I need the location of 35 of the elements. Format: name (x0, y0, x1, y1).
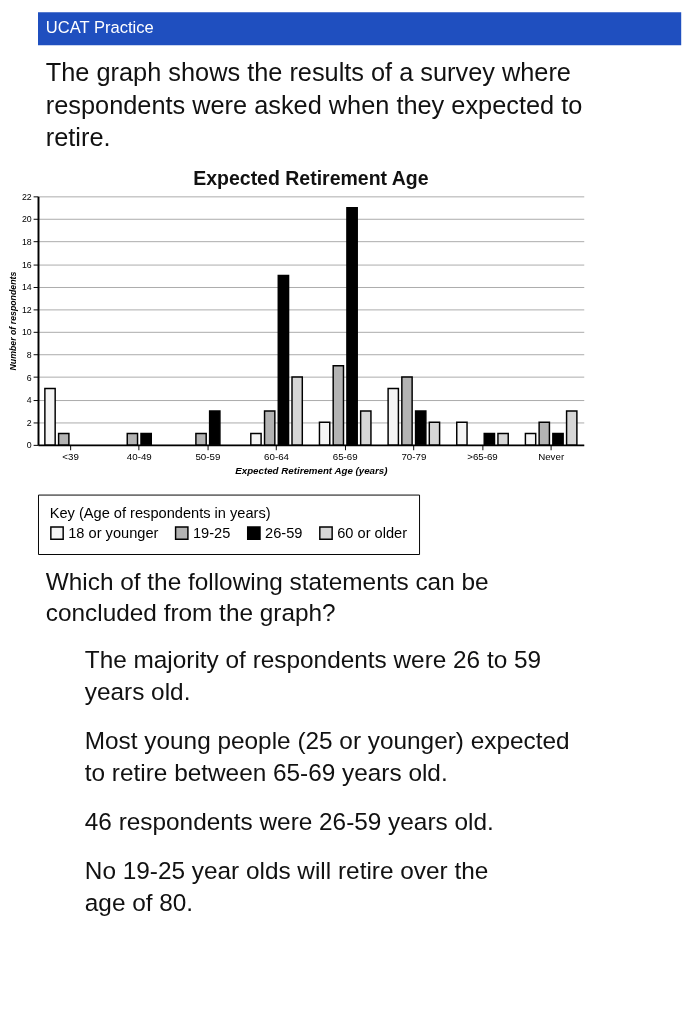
text: The majority of respondents were 26 to 59 years old. (84, 646, 542, 706)
y-tick-label: 4 (26, 395, 32, 406)
legend-label: 18 or younger (68, 525, 159, 542)
y-tick-label: 8 (26, 349, 32, 360)
y-tick-label: 22 (21, 191, 32, 202)
text: Most young people (25 or younger) expected to retire between 65-69 years old. (84, 726, 570, 787)
x-tick-label: 60-64 (264, 450, 290, 462)
x-tick-label: 65-69 (332, 450, 358, 462)
y-tick-label: 14 (21, 282, 32, 293)
x-tick-label: <39 (62, 450, 79, 462)
text: No 19-25 year olds will retire over the age of 80. (84, 856, 489, 916)
y-tick-label: 20 (21, 214, 32, 225)
y-tick-label: 10 (21, 327, 32, 338)
y-tick-label: 18 (21, 236, 32, 247)
y-tick-label: 12 (21, 304, 32, 315)
x-tick-label: 50-59 (195, 450, 221, 462)
legend-label: 26-59 (265, 525, 303, 542)
legend-label: 60 or older (337, 525, 408, 542)
x-tick-label: 70-79 (401, 450, 427, 462)
y-tick-label: 0 (26, 440, 32, 451)
y-tick-label: 2 (26, 417, 32, 428)
text: UCAT Practice (45, 17, 154, 37)
y-axis-title: Number of respondents (8, 271, 19, 371)
x-axis-title: Expected Retirement Age (years) (235, 464, 388, 476)
y-tick-label: 16 (21, 259, 32, 270)
chart-title: Expected Retirement Age (193, 166, 429, 189)
y-tick-label: 6 (26, 372, 32, 383)
text: The graph shows the results of a survey where respondents were asked when they expected to retire. (45, 58, 583, 151)
x-tick-label: 40-49 (126, 450, 152, 462)
x-tick-label: >65-69 (467, 450, 498, 462)
legend-label: 19-25 (192, 525, 231, 542)
text: Which of the following statements can be concluded from the graph? (45, 568, 489, 627)
x-tick-label: Never (538, 450, 565, 462)
legend-title: Key (Age of respondents in years) (49, 504, 271, 521)
text: 46 respondents were 26-59 years old. (84, 807, 494, 835)
